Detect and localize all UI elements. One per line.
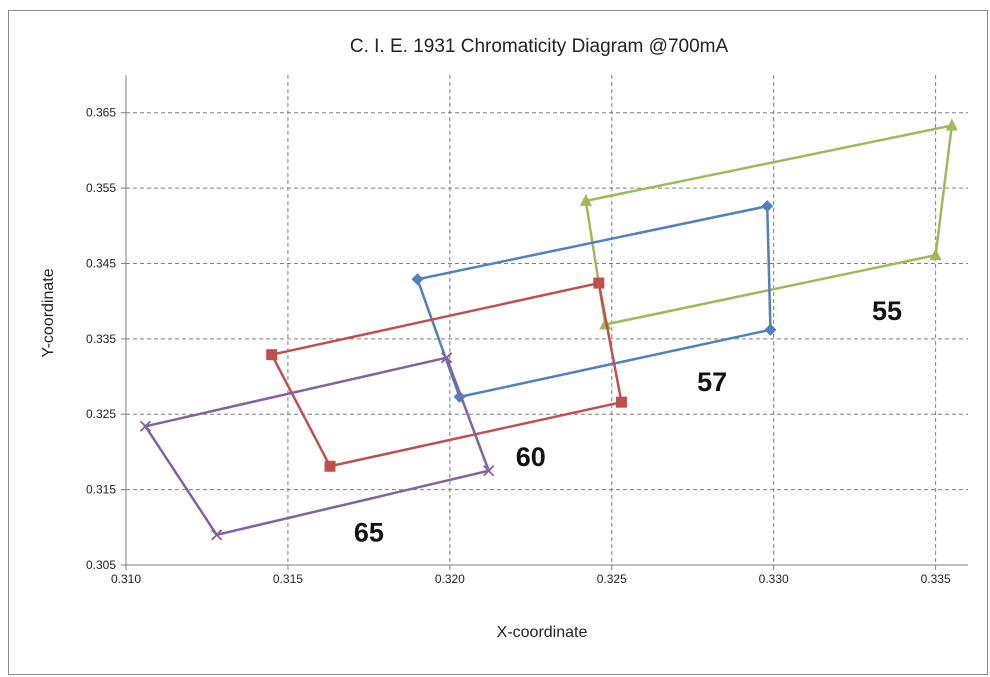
data-point-triangle [929,248,942,261]
chart-title: C. I. E. 1931 Chromaticity Diagram @700m… [350,36,729,57]
data-point-square [593,277,605,289]
data-point-square [266,349,278,361]
annotation-label: 55 [872,296,902,326]
data-point-x [139,420,152,432]
annotation-label: 57 [697,367,727,397]
x-tick-label: 0.315 [273,572,303,586]
data-point-x [211,529,223,541]
x-tick-label: 0.320 [435,572,465,586]
series-layer [139,118,958,541]
y-axis-label: Y-coordinate [40,268,57,357]
y-tick-label: 0.305 [86,558,116,572]
data-point-x-stroke [483,465,495,477]
data-point-x-stroke [211,529,223,541]
data-point-x-stroke [440,352,453,364]
y-tick-label: 0.365 [86,106,116,120]
series-line [270,281,623,468]
grid [126,75,968,565]
y-tick-label: 0.335 [86,332,116,346]
y-tick-label: 0.355 [86,181,116,195]
x-axis-label: X-coordinate [497,624,588,641]
data-point-x [483,465,495,477]
series-square [266,277,627,472]
chart-frame [8,10,988,675]
data-point-square [324,460,336,472]
x-tick-label: 0.325 [597,572,627,586]
y-tick-label: 0.325 [86,407,116,421]
series-line [144,356,491,537]
data-point-diamond [761,200,774,213]
annotation-label: 65 [354,518,384,548]
data-point-x [440,352,453,364]
data-point-diamond [411,273,424,286]
x-tick-label: 0.335 [921,572,951,586]
data-point-triangle [945,118,958,131]
axes [121,75,968,570]
x-tick-label: 0.330 [759,572,789,586]
data-point-triangle [579,193,592,206]
data-point-square [615,396,627,408]
x-tick-label: 0.310 [111,572,141,586]
tick-labels: 0.310 0.315 0.320 0.325 0.330 0.335 0.305 0.315… [86,106,951,586]
annotation-label: 60 [516,442,546,472]
data-point-diamond [764,323,777,336]
series-x [139,352,495,541]
annotations: 55 57 60 65 [354,296,902,548]
data-point-x-stroke [139,420,152,432]
y-tick-label: 0.315 [86,483,116,497]
y-tick-label: 0.345 [86,256,116,270]
